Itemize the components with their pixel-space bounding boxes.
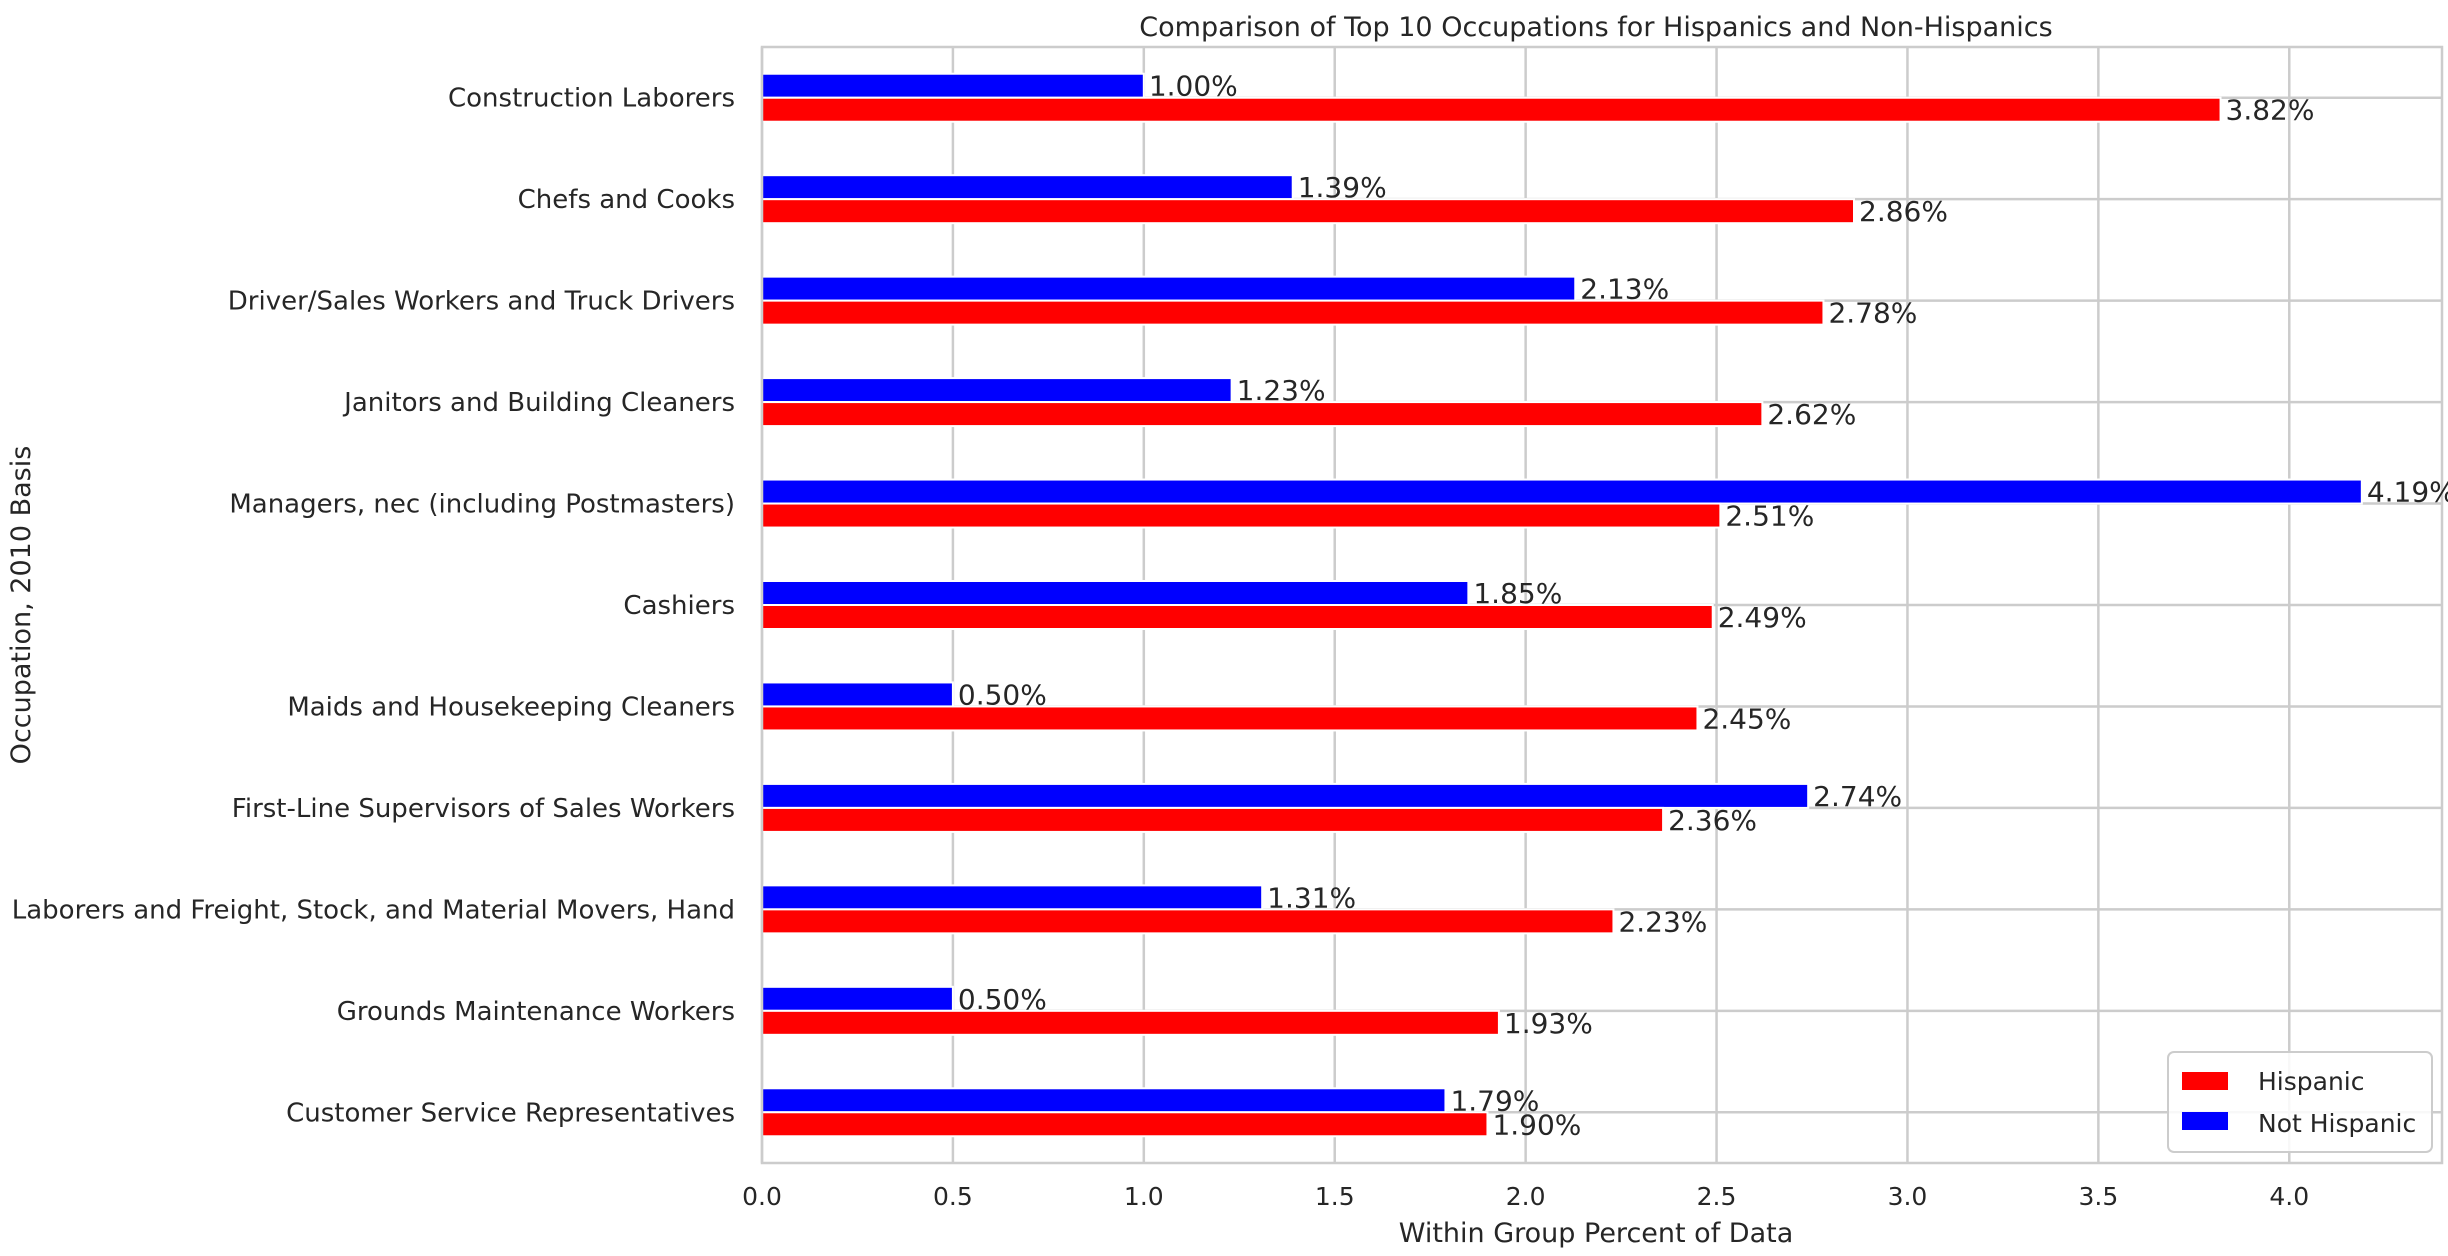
bar-hispanic (761, 705, 1699, 732)
y-category-label: Managers, nec (including Postmasters) (229, 490, 735, 520)
legend-swatch-not-hispanic (2182, 1112, 2228, 1130)
x-tick-label: 4.0 (2269, 1182, 2309, 1211)
data-label: 1.39% (1298, 171, 1387, 204)
bar-hispanic (761, 908, 1615, 935)
data-label: 1.85% (1473, 577, 1562, 610)
y-category-label: Maids and Housekeeping Cleaners (287, 692, 735, 722)
bar-not-hispanic (761, 681, 954, 708)
data-label: 1.31% (1267, 881, 1356, 914)
y-category-label: Construction Laborers (448, 84, 735, 114)
legend: Hispanic Not Hispanic (2167, 1051, 2433, 1153)
x-tick-label: 0.0 (742, 1182, 782, 1211)
bar-hispanic (761, 604, 1714, 630)
x-tick-label: 0.5 (933, 1182, 973, 1211)
data-labels: 1.00% 3.82% 1.39% 2.86% 2.13% 2.78% 1.23% 2.62%… (958, 70, 2448, 1142)
data-label: 2.74% (1813, 780, 1902, 813)
x-tick-label: 2.5 (1697, 1182, 1737, 1211)
data-label: 2.62% (1767, 398, 1856, 431)
bar-hispanic (761, 198, 1855, 225)
y-axis-label: Occupation, 2010 Basis (6, 446, 37, 765)
data-label: 0.50% (958, 983, 1047, 1016)
data-label: 2.49% (1718, 601, 1807, 634)
legend-swatch-hispanic (2182, 1072, 2228, 1090)
bar-hispanic (761, 96, 2222, 123)
bar-not-hispanic (761, 580, 1470, 606)
data-label: 1.90% (1492, 1108, 1581, 1141)
bar-not-hispanic (761, 275, 1577, 302)
x-tick-label: 2.0 (1506, 1182, 1546, 1211)
bar-not-hispanic (761, 174, 1294, 201)
data-label: 2.86% (1859, 195, 1948, 228)
plot-frame (760, 45, 2444, 1165)
y-category-labels: Construction Laborers Chefs and Cooks Driv… (12, 84, 735, 1129)
legend-label-not-hispanic: Not Hispanic (2258, 1109, 2416, 1138)
x-tick-label: 3.5 (2078, 1182, 2118, 1211)
y-category-label: Chefs and Cooks (518, 185, 735, 215)
y-category-label: Cashiers (623, 591, 735, 621)
x-axis-label: Within Group Percent of Data (1399, 1218, 1794, 1249)
bar-not-hispanic (761, 377, 1233, 404)
data-label: 2.78% (1828, 297, 1917, 330)
x-tick-label: 1.5 (1315, 1182, 1355, 1211)
data-label: 1.00% (1149, 70, 1238, 103)
y-category-label: Laborers and Freight, Stock, and Materia… (12, 895, 735, 925)
data-label: 0.50% (958, 678, 1047, 711)
bar-not-hispanic (761, 478, 2363, 505)
data-label: 2.13% (1580, 273, 1669, 306)
chart-title: Comparison of Top 10 Occupations for His… (1139, 12, 2052, 43)
data-label: 1.23% (1237, 374, 1326, 407)
data-label: 4.19% (2367, 476, 2448, 509)
legend-box (2167, 1051, 2433, 1153)
bar-hispanic (761, 806, 1665, 833)
bar-hispanic (761, 1111, 1489, 1138)
bar-hispanic (761, 502, 1722, 529)
data-label: 2.45% (1702, 702, 1791, 735)
y-category-label: Grounds Maintenance Workers (337, 997, 735, 1027)
y-category-label: Janitors and Building Cleaners (342, 388, 735, 418)
legend-label-hispanic: Hispanic (2258, 1067, 2365, 1096)
data-label: 1.79% (1450, 1084, 1539, 1117)
bar-not-hispanic (761, 884, 1264, 911)
data-label: 3.82% (2226, 94, 2315, 127)
bar-not-hispanic (761, 985, 954, 1012)
data-label: 2.23% (1618, 905, 1707, 938)
x-tick-label: 3.0 (1888, 1182, 1928, 1211)
bar-not-hispanic (761, 782, 1810, 809)
y-category-label: First-Line Supervisors of Sales Workers (232, 794, 735, 824)
y-category-label: Driver/Sales Workers and Truck Drivers (228, 287, 735, 317)
y-category-label: Customer Service Representatives (286, 1098, 735, 1128)
bar-not-hispanic (761, 72, 1145, 99)
bar-hispanic (761, 1009, 1500, 1036)
bars (761, 72, 2363, 1138)
data-label: 2.36% (1668, 804, 1757, 837)
x-tick-labels: 0.0 0.5 1.0 1.5 2.0 2.5 3.0 3.5 4.0 (742, 1182, 2309, 1211)
data-label: 2.51% (1725, 500, 1814, 533)
bar-not-hispanic (761, 1087, 1447, 1114)
data-label: 1.93% (1504, 1007, 1593, 1040)
x-tick-label: 1.0 (1124, 1182, 1164, 1211)
